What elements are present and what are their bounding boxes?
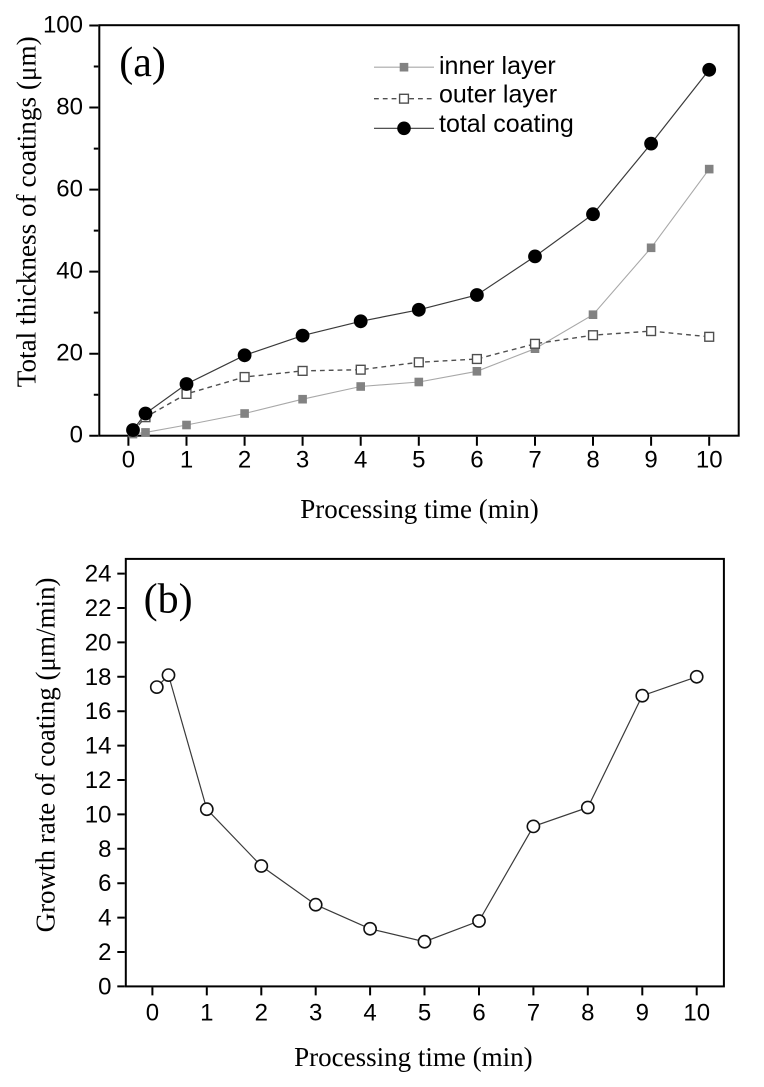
svg-text:16: 16: [85, 698, 112, 725]
svg-text:9: 9: [644, 447, 657, 474]
svg-text:6: 6: [472, 1000, 485, 1027]
svg-text:3: 3: [296, 447, 309, 474]
svg-text:40: 40: [56, 258, 83, 285]
svg-text:5: 5: [418, 1000, 431, 1027]
svg-text:7: 7: [527, 1000, 540, 1027]
svg-text:6: 6: [470, 447, 483, 474]
svg-text:total coating: total coating: [439, 110, 574, 138]
svg-text:6: 6: [98, 870, 111, 897]
svg-text:(b): (b): [144, 577, 193, 623]
svg-text:1: 1: [200, 1000, 213, 1027]
svg-text:0: 0: [70, 422, 83, 449]
svg-text:2: 2: [255, 1000, 268, 1027]
svg-text:outer layer: outer layer: [439, 81, 557, 109]
svg-text:(a): (a): [119, 40, 166, 86]
svg-text:4: 4: [354, 447, 367, 474]
svg-text:3: 3: [309, 1000, 322, 1027]
svg-text:60: 60: [56, 176, 83, 203]
svg-text:4: 4: [363, 1000, 376, 1027]
svg-text:22: 22: [85, 595, 112, 622]
svg-text:1: 1: [180, 447, 193, 474]
svg-text:Total thickness of coatings (μ: Total thickness of coatings (μm): [12, 36, 42, 387]
svg-text:5: 5: [412, 447, 425, 474]
svg-text:0: 0: [146, 1000, 159, 1027]
svg-text:8: 8: [581, 1000, 594, 1027]
svg-text:9: 9: [636, 1000, 649, 1027]
svg-text:8: 8: [586, 447, 599, 474]
svg-text:10: 10: [85, 801, 112, 828]
svg-text:20: 20: [56, 340, 83, 367]
svg-text:0: 0: [98, 973, 111, 1000]
svg-text:4: 4: [98, 905, 111, 932]
svg-text:2: 2: [238, 447, 251, 474]
svg-text:100: 100: [43, 12, 83, 39]
svg-text:Processing time (min): Processing time (min): [300, 494, 538, 524]
svg-text:2: 2: [98, 939, 111, 966]
svg-text:10: 10: [696, 447, 723, 474]
svg-text:12: 12: [85, 767, 112, 794]
svg-text:8: 8: [98, 836, 111, 863]
svg-text:14: 14: [85, 733, 112, 760]
svg-text:7: 7: [528, 447, 541, 474]
svg-text:24: 24: [85, 561, 112, 588]
svg-text:20: 20: [85, 629, 112, 656]
svg-text:0: 0: [122, 447, 135, 474]
svg-text:18: 18: [85, 664, 112, 691]
svg-text:10: 10: [683, 1000, 710, 1027]
svg-text:80: 80: [56, 94, 83, 121]
svg-text:Processing time (min): Processing time (min): [294, 1042, 532, 1072]
svg-text:Growth rate of coating (μm/min: Growth rate of coating (μm/min): [31, 578, 61, 933]
svg-text:inner layer: inner layer: [439, 52, 556, 80]
